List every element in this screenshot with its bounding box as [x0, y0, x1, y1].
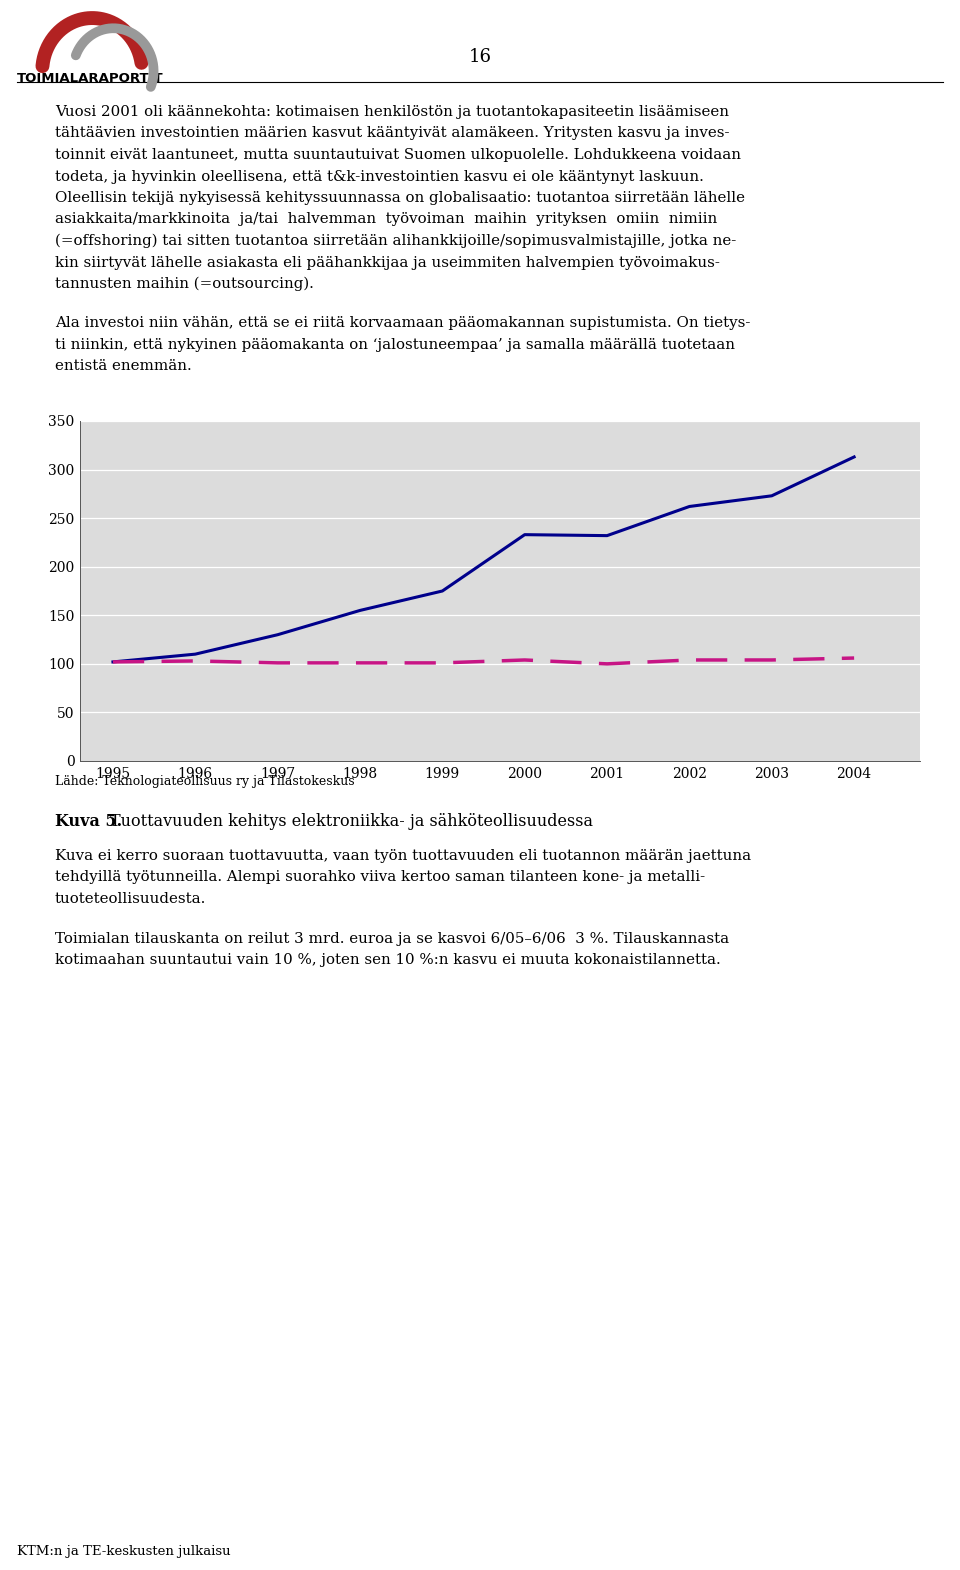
Text: todeta, ja hyvinkin oleellisena, että t&k-investointien kasvu ei ole kääntynyt l: todeta, ja hyvinkin oleellisena, että t&… [55, 170, 704, 184]
Text: Ala investoi niin vähän, että se ei riitä korvaamaan pääomakannan supistumista. : Ala investoi niin vähän, että se ei riit… [55, 317, 751, 331]
Text: TOIMIALARAPORTIT: TOIMIALARAPORTIT [17, 72, 163, 85]
Text: tähtäävien investointien määrien kasvut kääntyivät alamäkeen. Yritysten kasvu ja: tähtäävien investointien määrien kasvut … [55, 127, 730, 140]
Text: Toimialan tilauskanta on reilut 3 mrd. euroa ja se kasvoi 6/05–6/06  3 %. Tilaus: Toimialan tilauskanta on reilut 3 mrd. e… [55, 931, 730, 945]
Text: Lähde: Teknologiateollisuus ry ja Tilastokeskus: Lähde: Teknologiateollisuus ry ja Tilast… [55, 776, 354, 788]
Text: KTM:n ja TE-keskusten julkaisu: KTM:n ja TE-keskusten julkaisu [17, 1545, 230, 1557]
Text: 16: 16 [468, 49, 492, 66]
Text: tannusten maihin (=outsourcing).: tannusten maihin (=outsourcing). [55, 276, 314, 292]
Text: Tuottavuuden kehitys elektroniikka- ja sähköteollisuudessa: Tuottavuuden kehitys elektroniikka- ja s… [110, 813, 593, 831]
Text: toinnit eivät laantuneet, mutta suuntautuivat Suomen ulkopuolelle. Lohdukkeena v: toinnit eivät laantuneet, mutta suuntaut… [55, 148, 741, 162]
Text: entistä enemmän.: entistä enemmän. [55, 360, 192, 374]
Text: tuoteteollisuudesta.: tuoteteollisuudesta. [55, 892, 206, 906]
Text: Kuva ei kerro suoraan tuottavuutta, vaan työn tuottavuuden eli tuotannon määrän : Kuva ei kerro suoraan tuottavuutta, vaan… [55, 849, 751, 864]
Text: (=offshoring) tai sitten tuotantoa siirretään alihankkijoille/sopimusvalmistajil: (=offshoring) tai sitten tuotantoa siirr… [55, 234, 736, 248]
Text: Vuosi 2001 oli käännekohta: kotimaisen henkilöstön ja tuotantokapasiteetin lisää: Vuosi 2001 oli käännekohta: kotimaisen h… [55, 105, 729, 119]
Text: Oleellisin tekijä nykyisessä kehityssuunnassa on globalisaatio: tuotantoa siirre: Oleellisin tekijä nykyisessä kehityssuun… [55, 192, 745, 206]
Text: Kuva 5.: Kuva 5. [55, 813, 122, 831]
Text: tehdyillä työtunneilla. Alempi suorahko viiva kertoo saman tilanteen kone- ja me: tehdyillä työtunneilla. Alempi suorahko … [55, 870, 706, 884]
Text: ti niinkin, että nykyinen pääomakanta on ‘jalostuneempaa’ ja samalla määrällä tu: ti niinkin, että nykyinen pääomakanta on… [55, 338, 735, 352]
Text: kotimaahan suuntautui vain 10 %, joten sen 10 %:n kasvu ei muuta kokonaistilanne: kotimaahan suuntautui vain 10 %, joten s… [55, 953, 721, 967]
Text: asiakkaita/markkinoita  ja/tai  halvemman  työvoiman  maihin  yrityksen  omiin  : asiakkaita/markkinoita ja/tai halvemman … [55, 212, 717, 226]
Text: kin siirtyvät lähelle asiakasta eli päähankkijaa ja useimmiten halvempien työvoi: kin siirtyvät lähelle asiakasta eli pääh… [55, 256, 720, 270]
